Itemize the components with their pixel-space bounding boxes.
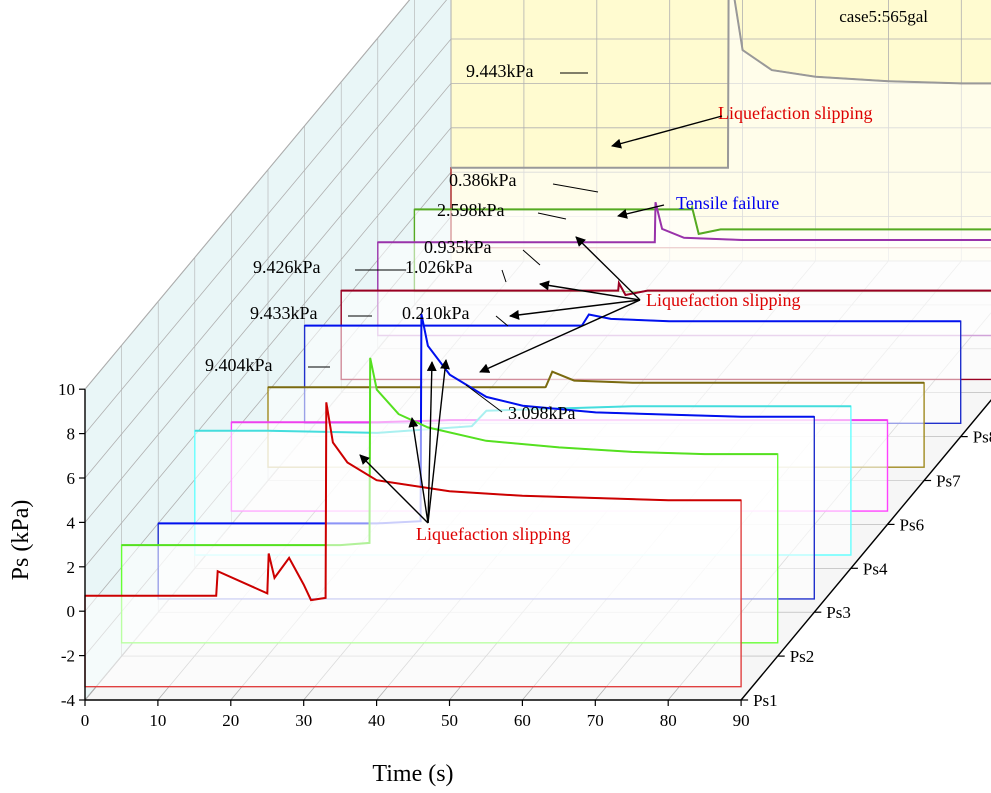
y-tick-label: 10 [58,380,75,399]
series-line-Ps12 [377,202,991,244]
z-tick-label: Ps2 [790,647,815,666]
annotation-label: Liquefaction slipping [718,103,872,123]
x-tick-label: 50 [441,711,458,730]
x-tick-label: 20 [222,711,239,730]
y-tick-label: 8 [67,425,76,444]
y-tick-label: 2 [67,558,76,577]
annotation-label: 1.026kPa [405,257,473,277]
annotation-label: 0.386kPa [449,170,517,190]
annotation-leader [522,249,541,266]
annotation-arrow [617,204,665,219]
x-tick-label: 0 [81,711,90,730]
x-tick-label: 30 [295,711,312,730]
annotation-label: Liquefaction slipping [646,290,800,310]
annotation-leader [552,183,599,193]
x-tick-label: 40 [368,711,385,730]
series-layer [84,0,991,688]
x-tick-label: 90 [733,711,750,730]
x-axis-title: Time (s) [372,761,453,787]
annotation-label: 9.433kPa [250,303,318,323]
y-tick-label: 0 [67,602,76,621]
annotation-leader [495,315,509,327]
y-gridline [84,0,411,390]
annotation-label: 9.426kPa [253,257,321,277]
y-gridline [84,0,448,434]
z-tick-label: Ps4 [863,559,888,578]
annotation-leader [537,212,567,220]
x-tick-label: 70 [587,711,604,730]
annotation-arrow [575,236,641,301]
annotation-arrow [408,417,429,524]
annotation-label: 9.443kPa [466,61,534,81]
annotation-arrow [426,361,437,524]
z-tick-label: Ps3 [826,603,851,622]
chart-axes: 0 10 20 30 40 50 60 70 80 90 -4 -2 0 2 4 6 8 10 Ps1 Ps2 Ps3 P… [58,380,991,730]
annotation-arrow [509,299,641,320]
series-input [450,0,991,249]
annotation-layer: 9.443kPa 0.386kPa 2.598kPa 0.935kPa1.026kPa… [205,61,872,544]
annotation-arrow [359,454,429,524]
annotation-arrow [611,115,723,149]
series-Ps1 [84,402,742,688]
series-line-Ps11 [341,279,991,297]
z-tick-label: Ps7 [936,472,961,491]
y-axis-title: Ps (kPa) [8,500,34,581]
series-line-Ps1 [85,402,742,602]
annotation-label: 3.098kPa [508,403,576,423]
x-tick-label: 80 [660,711,677,730]
annotation-arrow [427,359,450,524]
annotation-label: Liquefaction slipping [416,524,570,544]
x-tick-label: 10 [149,711,166,730]
annotation-arrow [539,280,641,301]
series-line-input [451,0,991,169]
y-tick-label: 4 [67,513,76,532]
z-tick-label: Ps6 [900,515,925,534]
annotation-leader [501,269,507,283]
annotation-label: Tensile failure [676,193,779,213]
annotation-label: 0.935kPa [424,237,492,257]
case-label: case5:565gal [839,7,928,26]
series-line-Ps7 [268,370,925,389]
annotation-arrow [479,299,641,373]
x-tick-label: 60 [514,711,531,730]
y-tick-label: -4 [61,691,76,710]
annotation-label: 0.210kPa [402,303,470,323]
annotation-leader [465,384,503,413]
y-tick-label: 6 [67,469,76,488]
annotation-label: 9.404kPa [205,355,273,375]
z-tick-label: Ps8 [973,428,991,447]
series-line-Ps8 [304,313,961,327]
z-tick-label: Ps1 [753,691,778,710]
y-tick-label: -2 [61,647,75,666]
annotation-label: 2.598kPa [437,200,505,220]
